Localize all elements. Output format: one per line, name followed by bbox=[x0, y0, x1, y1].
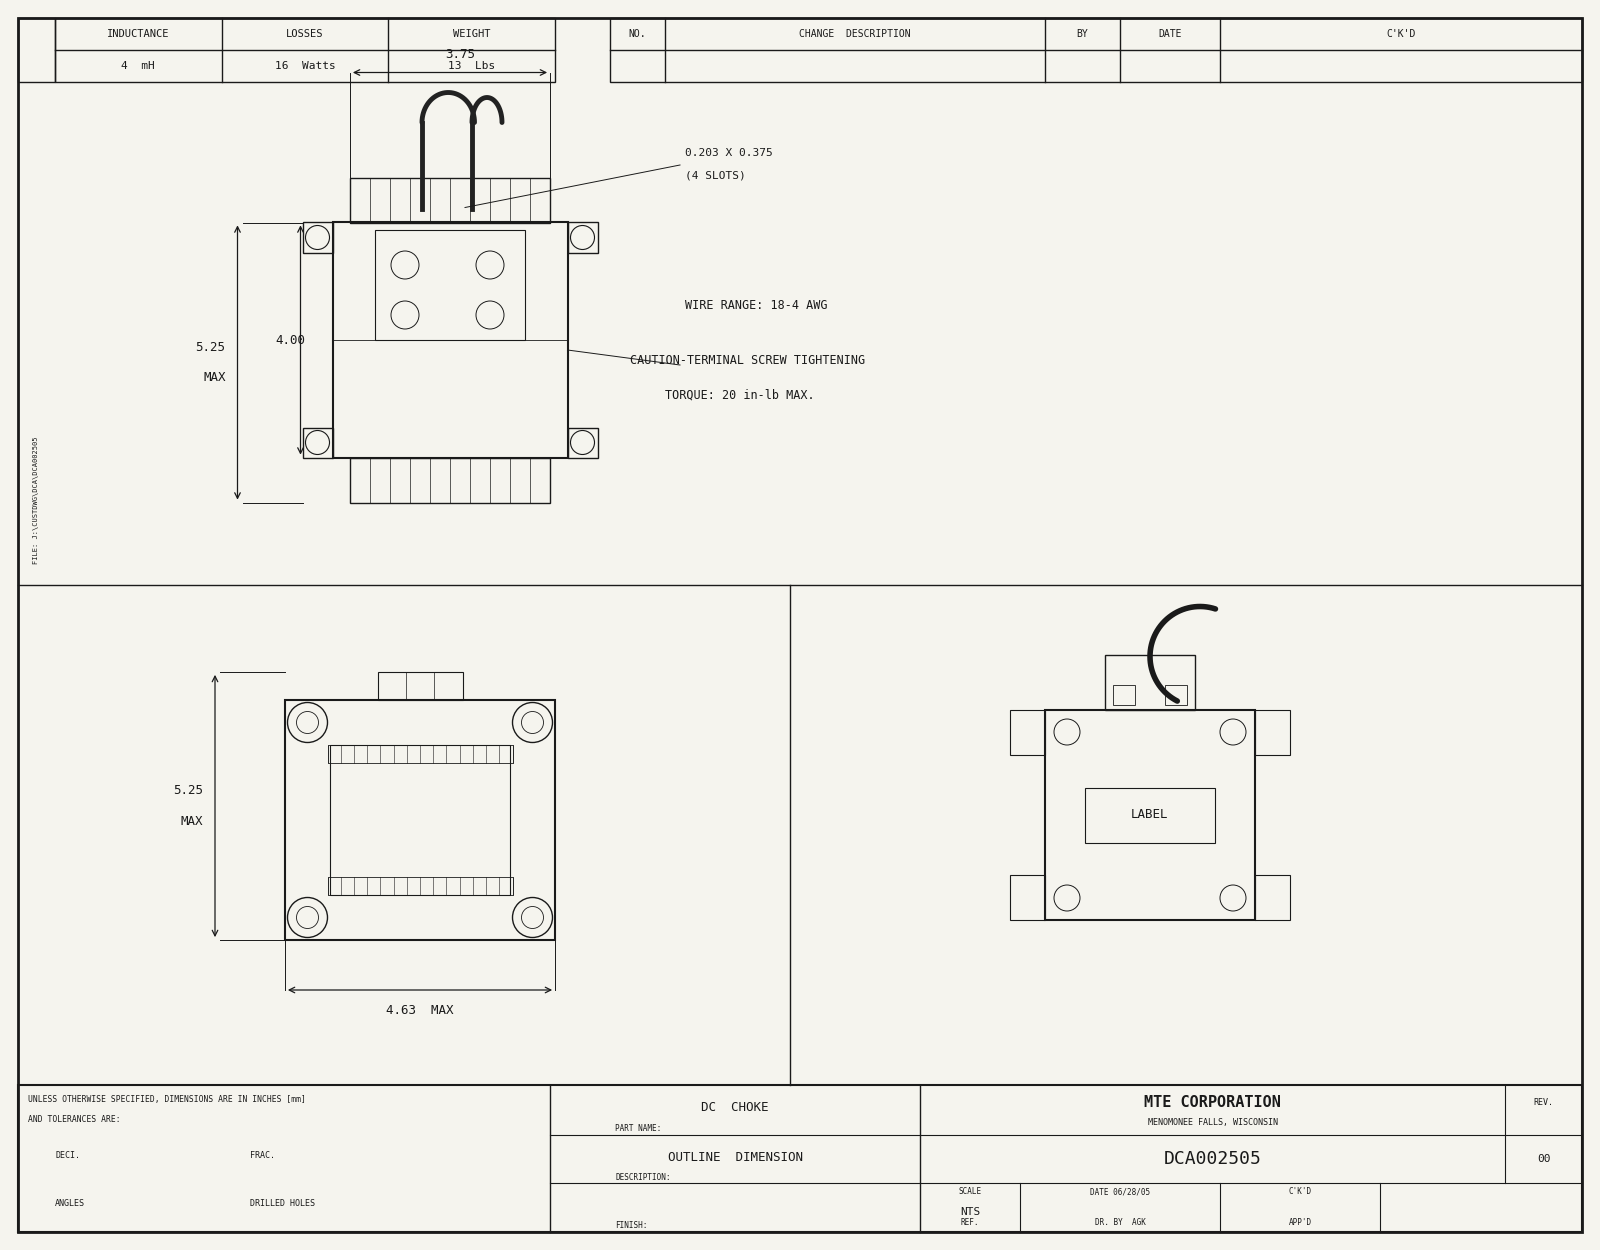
Text: WIRE RANGE: 18-4 AWG: WIRE RANGE: 18-4 AWG bbox=[685, 299, 827, 311]
Text: LABEL: LABEL bbox=[1131, 809, 1168, 821]
Bar bbox=[302, 428, 333, 458]
Bar bbox=[568, 428, 597, 458]
Bar bbox=[333, 222, 568, 458]
Text: 5.25: 5.25 bbox=[173, 785, 203, 798]
Circle shape bbox=[571, 225, 595, 250]
Circle shape bbox=[306, 430, 330, 455]
Text: 16  Watts: 16 Watts bbox=[275, 61, 336, 71]
Bar bbox=[610, 18, 1582, 82]
Text: NO.: NO. bbox=[629, 29, 646, 39]
Bar bbox=[18, 1085, 1582, 1232]
Text: BY: BY bbox=[1077, 29, 1088, 39]
Text: UNLESS OTHERWISE SPECIFIED, DIMENSIONS ARE IN INCHES [mm]: UNLESS OTHERWISE SPECIFIED, DIMENSIONS A… bbox=[29, 1095, 306, 1105]
Text: REV.: REV. bbox=[1533, 1099, 1554, 1108]
Bar bbox=[378, 672, 462, 700]
Text: INDUCTANCE: INDUCTANCE bbox=[107, 29, 170, 39]
Text: MTE CORPORATION: MTE CORPORATION bbox=[1144, 1095, 1282, 1110]
Bar bbox=[350, 177, 550, 222]
Bar bbox=[328, 878, 512, 895]
Text: CHANGE  DESCRIPTION: CHANGE DESCRIPTION bbox=[798, 29, 910, 39]
Text: NTS: NTS bbox=[960, 1206, 981, 1216]
Text: APP'D: APP'D bbox=[1288, 1218, 1312, 1228]
Text: FILE: J:\CUSTDWG\DCA\DCA002505: FILE: J:\CUSTDWG\DCA\DCA002505 bbox=[34, 436, 38, 564]
Circle shape bbox=[1221, 885, 1246, 911]
Circle shape bbox=[571, 430, 595, 455]
Text: 5.25: 5.25 bbox=[195, 341, 226, 354]
Text: DRILLED HOLES: DRILLED HOLES bbox=[250, 1199, 315, 1209]
Text: CAUTION-TERMINAL SCREW TIGHTENING: CAUTION-TERMINAL SCREW TIGHTENING bbox=[630, 354, 866, 366]
Text: WEIGHT: WEIGHT bbox=[453, 29, 491, 39]
Text: C'K'D: C'K'D bbox=[1386, 29, 1416, 39]
Circle shape bbox=[477, 301, 504, 329]
Circle shape bbox=[288, 703, 328, 742]
Text: 13  Lbs: 13 Lbs bbox=[448, 61, 496, 71]
Circle shape bbox=[512, 898, 552, 938]
Circle shape bbox=[1054, 719, 1080, 745]
Bar bbox=[1085, 788, 1214, 842]
Bar bbox=[285, 700, 555, 940]
Text: FINISH:: FINISH: bbox=[614, 1221, 648, 1230]
Text: 3.75: 3.75 bbox=[445, 48, 475, 61]
Bar bbox=[1045, 710, 1254, 920]
Text: 4.00: 4.00 bbox=[275, 334, 306, 346]
Text: SCALE: SCALE bbox=[958, 1188, 981, 1196]
Text: 00: 00 bbox=[1536, 1154, 1550, 1164]
Text: DECI.: DECI. bbox=[54, 1151, 80, 1160]
Text: MENOMONEE FALLS, WISCONSIN: MENOMONEE FALLS, WISCONSIN bbox=[1147, 1119, 1277, 1128]
Bar bbox=[374, 230, 525, 340]
Bar bbox=[1254, 710, 1290, 755]
Text: DATE 06/28/05: DATE 06/28/05 bbox=[1090, 1188, 1150, 1196]
Circle shape bbox=[477, 251, 504, 279]
Text: DC  CHOKE: DC CHOKE bbox=[701, 1101, 768, 1115]
Text: DR. BY  AGK: DR. BY AGK bbox=[1094, 1218, 1146, 1228]
Bar bbox=[302, 222, 333, 253]
Text: TORQUE: 20 in-lb MAX.: TORQUE: 20 in-lb MAX. bbox=[666, 389, 814, 401]
Text: C'K'D: C'K'D bbox=[1288, 1188, 1312, 1196]
Circle shape bbox=[522, 906, 544, 929]
Circle shape bbox=[1054, 885, 1080, 911]
Bar bbox=[1010, 710, 1045, 755]
Bar bbox=[54, 18, 555, 82]
Text: FRAC.: FRAC. bbox=[250, 1151, 275, 1160]
Text: LOSSES: LOSSES bbox=[286, 29, 323, 39]
Bar bbox=[568, 222, 597, 253]
Circle shape bbox=[296, 906, 318, 929]
Bar bbox=[18, 18, 54, 82]
Circle shape bbox=[390, 251, 419, 279]
Circle shape bbox=[512, 703, 552, 742]
Bar bbox=[1010, 875, 1045, 920]
Text: PART NAME:: PART NAME: bbox=[614, 1125, 661, 1134]
Text: ANGLES: ANGLES bbox=[54, 1199, 85, 1209]
Text: REF.: REF. bbox=[960, 1218, 979, 1228]
Text: OUTLINE  DIMENSION: OUTLINE DIMENSION bbox=[667, 1151, 803, 1164]
Bar bbox=[350, 458, 550, 503]
Text: (4 SLOTS): (4 SLOTS) bbox=[685, 170, 746, 180]
Circle shape bbox=[296, 711, 318, 734]
Bar bbox=[330, 745, 510, 895]
Text: AND TOLERANCES ARE:: AND TOLERANCES ARE: bbox=[29, 1115, 120, 1125]
Bar bbox=[1254, 875, 1290, 920]
Bar bbox=[1165, 685, 1187, 705]
Text: DATE: DATE bbox=[1158, 29, 1182, 39]
Bar bbox=[328, 745, 512, 762]
Text: MAX: MAX bbox=[181, 815, 203, 828]
Circle shape bbox=[522, 711, 544, 734]
Text: 0.203 X 0.375: 0.203 X 0.375 bbox=[685, 148, 773, 158]
Circle shape bbox=[390, 301, 419, 329]
Bar bbox=[1114, 685, 1134, 705]
Circle shape bbox=[1221, 719, 1246, 745]
Circle shape bbox=[288, 898, 328, 938]
Text: 4.63  MAX: 4.63 MAX bbox=[386, 1004, 454, 1016]
Text: MAX: MAX bbox=[203, 371, 226, 384]
Text: DESCRIPTION:: DESCRIPTION: bbox=[614, 1172, 670, 1182]
Bar bbox=[1106, 655, 1195, 710]
Text: DCA002505: DCA002505 bbox=[1163, 1150, 1261, 1169]
Text: 4  mH: 4 mH bbox=[122, 61, 155, 71]
Circle shape bbox=[306, 225, 330, 250]
